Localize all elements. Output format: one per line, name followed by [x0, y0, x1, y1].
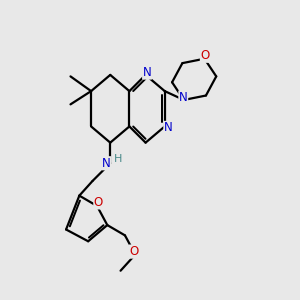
Text: H: H: [114, 154, 122, 164]
Text: O: O: [129, 245, 138, 258]
Text: O: O: [200, 49, 210, 62]
Text: N: N: [102, 157, 111, 170]
Text: N: N: [143, 66, 152, 79]
Text: N: N: [179, 91, 188, 104]
Text: O: O: [94, 196, 103, 209]
Text: N: N: [164, 122, 172, 134]
